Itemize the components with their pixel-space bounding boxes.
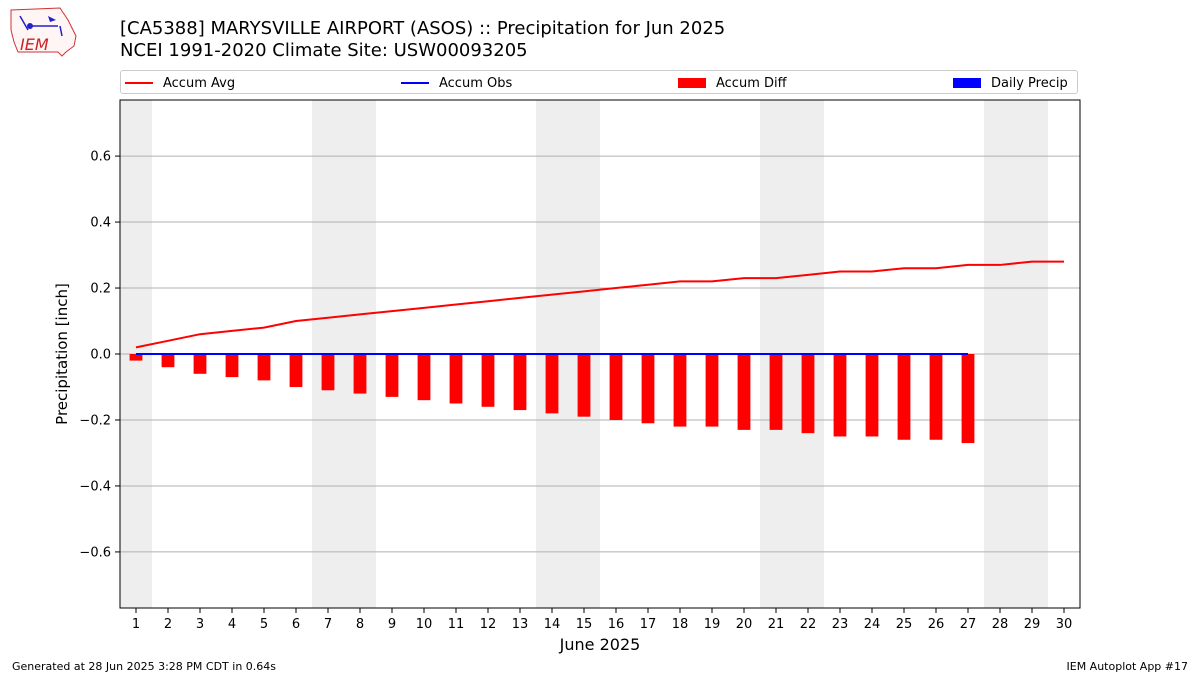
iem-logo: IEM <box>10 7 77 57</box>
x-tick-label: 24 <box>864 617 881 632</box>
accum-diff-bar-day-3 <box>193 354 207 374</box>
accum-diff-bar-day-16 <box>609 354 623 420</box>
legend-item-accum-avg: Accum Avg <box>125 74 235 92</box>
x-tick-label: 26 <box>928 617 945 632</box>
x-tick-label: 8 <box>356 617 364 632</box>
accum-diff-bar-day-23 <box>833 354 847 437</box>
accum-diff-bar-day-6 <box>289 354 303 387</box>
accum-diff-bar-day-15 <box>577 354 591 417</box>
legend-label-accum-obs: Accum Obs <box>439 75 513 91</box>
x-tick-label: 3 <box>196 617 204 632</box>
x-tick-label: 4 <box>228 617 236 632</box>
footer-generated: Generated at 28 Jun 2025 3:28 PM CDT in … <box>12 660 277 673</box>
accum-diff-bar-day-2 <box>161 354 175 368</box>
x-tick-label: 5 <box>260 617 268 632</box>
x-axis-label: June 2025 <box>559 635 641 654</box>
y-tick-label: −0.6 <box>79 545 111 560</box>
legend-item-accum-obs: Accum Obs <box>401 74 512 92</box>
accum-diff-bar-day-25 <box>897 354 911 440</box>
accum-diff-bar-day-22 <box>801 354 815 434</box>
y-tick-label: −0.2 <box>79 413 111 428</box>
x-tick-label: 9 <box>388 617 396 632</box>
x-tick-label: 27 <box>960 617 977 632</box>
y-tick-label: 0.0 <box>90 348 111 363</box>
y-tick-label: 0.6 <box>90 150 111 165</box>
x-tick-label: 15 <box>576 617 593 632</box>
accum-diff-bar-day-8 <box>353 354 367 394</box>
x-tick-label: 25 <box>896 617 913 632</box>
x-tick-label: 23 <box>832 617 849 632</box>
accum-diff-bar-day-17 <box>641 354 655 424</box>
chart-legend: Accum Avg Accum Obs Accum Diff Daily Pre… <box>120 70 1078 94</box>
x-tick-label: 6 <box>292 617 300 632</box>
accum-diff-bar-day-27 <box>961 354 975 444</box>
y-tick-label: 0.2 <box>90 282 111 297</box>
accum-diff-bar-day-13 <box>513 354 527 411</box>
accum-diff-bar-day-10 <box>417 354 431 401</box>
y-axis-label: Precipitation [inch] <box>53 283 71 425</box>
x-tick-label: 21 <box>768 617 785 632</box>
x-tick-label: 7 <box>324 617 332 632</box>
x-tick-label: 20 <box>736 617 753 632</box>
accum-diff-bar-day-5 <box>257 354 271 381</box>
footer-app: IEM Autoplot App #17 <box>1066 660 1189 673</box>
x-tick-label: 10 <box>416 617 433 632</box>
accum-diff-bar-day-21 <box>769 354 783 430</box>
accum-diff-bar-day-11 <box>449 354 463 404</box>
chart-title: [CA5388] MARYSVILLE AIRPORT (ASOS) :: Pr… <box>120 18 725 62</box>
series-lines <box>135 260 1064 355</box>
accum-diff-bar-day-19 <box>705 354 719 427</box>
x-tick-label: 30 <box>1056 617 1073 632</box>
accum-diff-bar-day-18 <box>673 354 687 427</box>
accum-diff-bar-day-26 <box>929 354 943 440</box>
y-tick-label: −0.4 <box>79 479 111 494</box>
accum-diff-bars <box>129 354 975 444</box>
accum-diff-bar-day-1 <box>129 354 143 361</box>
x-tick-label: 11 <box>448 617 465 632</box>
x-tick-label: 14 <box>544 617 561 632</box>
x-axis-ticks: 1 2 3 4 5 6 7 8 9 10 11 12 13 14 15 16 17 18 19 20 21 22 23 24 2… <box>132 608 1072 632</box>
legend-swatch-accum-obs <box>401 82 429 84</box>
x-tick-label: 19 <box>704 617 721 632</box>
x-tick-label: 1 <box>132 617 140 632</box>
logo-text: IEM <box>20 35 49 54</box>
x-tick-label: 22 <box>800 617 817 632</box>
x-tick-label: 17 <box>640 617 657 632</box>
legend-item-daily-precip: Daily Precip <box>953 74 1068 92</box>
legend-label-daily-precip: Daily Precip <box>991 75 1068 91</box>
y-axis-ticks: −0.6 −0.4 −0.2 0.0 0.2 0.4 0.6 <box>79 150 120 560</box>
accum-diff-bar-day-14 <box>545 354 559 414</box>
title-line-2: NCEI 1991-2020 Climate Site: USW00093205 <box>120 40 528 61</box>
accum-diff-bar-day-24 <box>865 354 879 437</box>
legend-swatch-accum-avg <box>125 82 153 84</box>
x-tick-label: 16 <box>608 617 625 632</box>
accum-diff-bar-day-7 <box>321 354 335 391</box>
x-tick-label: 2 <box>164 617 172 632</box>
legend-swatch-accum-diff <box>678 78 706 88</box>
accum-diff-bar-day-4 <box>225 354 239 378</box>
legend-swatch-daily-precip <box>953 78 981 88</box>
legend-label-accum-avg: Accum Avg <box>163 75 236 91</box>
x-tick-label: 12 <box>480 617 497 632</box>
y-tick-label: 0.4 <box>90 216 111 231</box>
accum-diff-bar-day-9 <box>385 354 399 397</box>
legend-item-accum-diff: Accum Diff <box>678 74 787 92</box>
accum-diff-bar-day-20 <box>737 354 751 430</box>
accum-diff-bar-day-12 <box>481 354 495 407</box>
legend-label-accum-diff: Accum Diff <box>716 75 787 91</box>
x-tick-label: 13 <box>512 617 529 632</box>
x-tick-label: 28 <box>992 617 1009 632</box>
x-tick-label: 18 <box>672 617 689 632</box>
x-tick-label: 29 <box>1024 617 1041 632</box>
title-line-1: [CA5388] MARYSVILLE AIRPORT (ASOS) :: Pr… <box>120 18 726 39</box>
accum-avg-line <box>135 260 1064 349</box>
